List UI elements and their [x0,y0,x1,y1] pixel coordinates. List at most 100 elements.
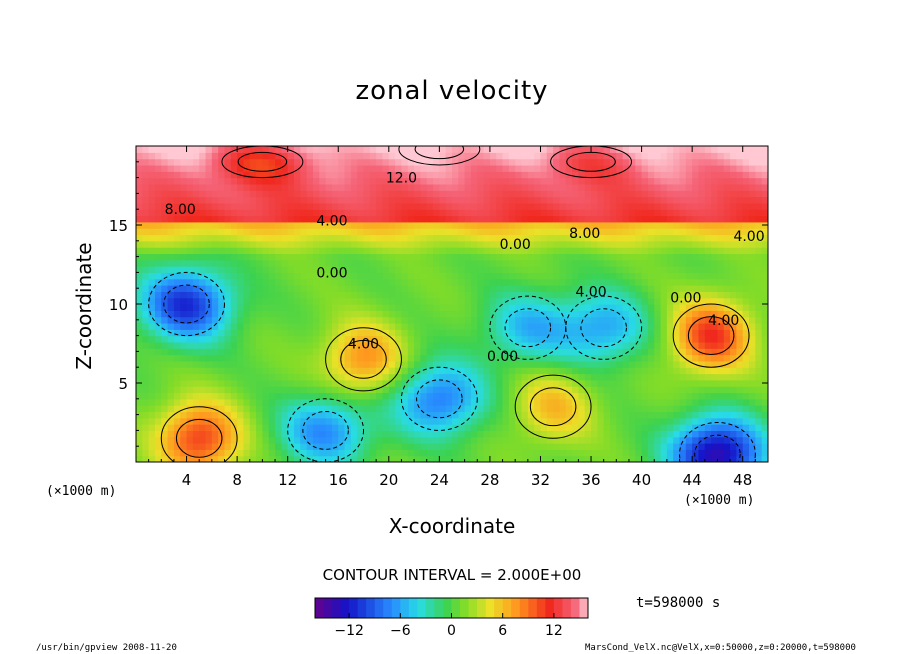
field-cell [401,158,409,166]
field-cell [458,259,466,267]
field-cell [749,354,756,362]
field-cell [470,259,478,267]
field-cell [616,455,624,462]
field-cell [452,379,459,387]
field-cell [515,183,523,191]
field-cell [167,196,175,204]
field-cell [357,215,365,223]
field-cell [591,379,598,387]
field-cell [685,449,693,457]
field-cell [749,253,756,261]
field-cell [477,158,485,166]
field-cell [262,449,270,457]
field-cell [262,202,270,210]
field-cell [388,310,396,318]
field-cell [382,329,390,337]
field-cell [717,190,725,198]
field-cell [287,335,295,343]
field-cell [180,272,188,280]
field-cell [616,202,624,210]
field-cell [591,455,598,462]
field-cell [407,266,415,273]
field-cell [635,209,643,217]
field-cell [331,228,339,236]
field-cell [256,398,263,406]
field-cell [414,209,421,217]
field-cell [142,266,150,273]
field-cell [717,417,725,425]
field-cell [161,183,169,191]
field-cell [205,183,213,191]
field-cell [224,436,232,444]
field-cell [211,253,219,261]
field-cell [312,335,320,343]
field-cell [559,335,567,343]
field-cell [452,360,459,368]
field-cell [559,215,567,223]
field-cell [142,272,150,280]
field-cell [319,240,327,248]
field-cell [749,228,756,236]
field-cell [376,449,384,457]
field-cell [622,190,630,198]
field-cell [553,386,561,394]
field-cell [749,417,756,425]
field-cell [249,228,257,236]
field-cell [350,158,358,166]
field-cell [477,341,485,349]
field-cell [319,310,327,318]
field-cell [312,354,320,362]
field-cell [275,398,282,406]
field-cell [470,322,478,330]
field-cell [591,247,598,255]
field-cell [433,196,440,204]
field-cell [148,411,156,419]
field-cell [711,449,719,457]
field-cell [382,152,390,160]
field-cell [616,158,624,166]
field-cell [281,360,289,368]
field-cell [553,291,561,299]
field-cell [237,164,245,172]
field-cell [553,152,561,160]
field-cell [742,240,750,248]
field-cell [610,322,617,330]
field-cell [414,259,421,267]
field-cell [237,228,245,236]
field-cell [211,348,219,356]
field-cell [730,259,737,267]
field-cell [167,146,175,153]
field-cell [717,304,725,311]
field-cell [205,259,213,267]
field-cell [281,152,289,160]
field-cell [268,373,276,381]
field-cell [325,164,333,172]
field-cell [679,158,687,166]
field-cell [338,424,346,431]
field-cell [597,158,605,166]
field-cell [420,348,428,356]
field-cell [470,360,478,368]
field-cell [534,348,542,356]
field-cell [173,278,181,286]
field-cell [654,266,662,273]
field-cell [388,455,396,462]
field-cell [515,348,523,356]
field-cell [325,322,333,330]
field-cell [749,177,756,185]
field-cell [395,240,403,248]
field-cell [230,398,238,406]
field-cell [300,335,308,343]
field-cell [628,209,636,217]
field-cell [666,240,674,248]
field-cell [224,443,232,450]
field-cell [300,405,308,413]
field-cell [559,278,567,286]
field-cell [628,405,636,413]
field-cell [685,335,693,343]
field-cell [540,221,548,229]
field-cell [666,449,674,457]
field-cell [433,202,440,210]
field-cell [584,253,592,261]
field-cell [711,152,719,160]
